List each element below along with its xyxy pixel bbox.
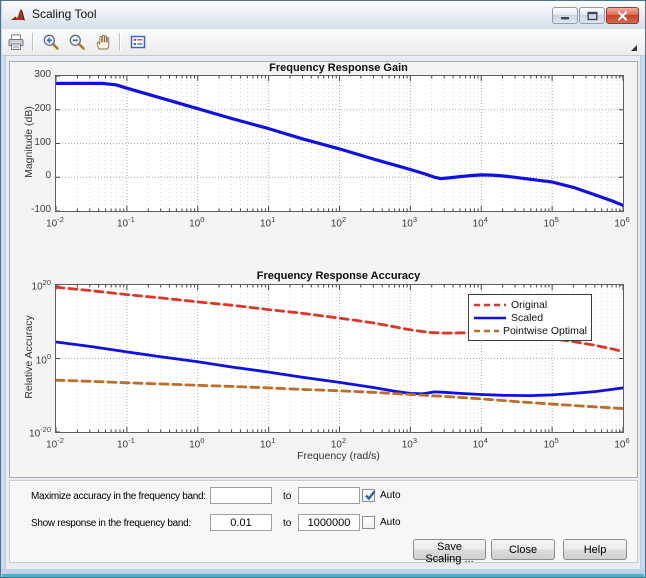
figure-panel: Frequency Response Gain Magnitude (dB) F…	[9, 61, 638, 478]
legend-line-sample	[474, 329, 499, 332]
legend[interactable]: Original Scaled Pointwise Optimal	[468, 294, 592, 341]
legend-entry: Pointwise Optimal	[473, 324, 587, 337]
insert-legend-icon	[130, 35, 146, 49]
y-tick-label: 100	[35, 351, 51, 366]
x-tick-label: 105	[543, 436, 559, 451]
x-tick-label: 101	[259, 436, 276, 451]
accuracy-plot-title: Frequency Response Accuracy	[256, 270, 421, 282]
legend-line-sample	[474, 303, 506, 306]
legend-entry: Scaled	[473, 311, 587, 324]
legend-entry-label: Scaled	[511, 311, 544, 324]
maximize-icon	[587, 11, 598, 20]
x-tick-label: 104	[472, 215, 488, 230]
y-tick-label: 0	[45, 170, 51, 182]
x-tick-label: 102	[330, 436, 347, 451]
pan-icon	[96, 34, 110, 50]
gain-plot-title: Frequency Response Gain	[269, 62, 408, 74]
x-tick-label: 10-1	[116, 215, 135, 230]
window-title: Scaling Tool	[32, 7, 97, 21]
minimize-button[interactable]	[552, 7, 578, 24]
toolbar	[2, 29, 645, 57]
accuracy-plot-axes[interactable]	[55, 284, 624, 433]
help-button[interactable]: Help	[563, 539, 627, 560]
zoom-in-button[interactable]	[39, 31, 63, 53]
x-tick-label: 104	[472, 436, 488, 451]
overflow-arrow-icon	[631, 45, 637, 51]
to-label: to	[283, 518, 292, 529]
show-band-to-input[interactable]	[298, 514, 360, 531]
x-tick-label: 106	[614, 436, 630, 451]
controls-panel: Maximize accuracy in the frequency band:…	[9, 480, 638, 565]
x-tick-label: 100	[189, 436, 205, 451]
gain-plot-axes[interactable]	[55, 75, 624, 212]
toolbar-overflow-button[interactable]	[630, 39, 638, 57]
show-band-from-input[interactable]	[210, 514, 272, 531]
x-tick-label: 105	[543, 215, 559, 230]
y-tick-label: 10-20	[29, 425, 51, 440]
zoom-in-icon	[43, 34, 59, 50]
x-tick-label: 103	[401, 215, 418, 230]
legend-entry-label: Original	[511, 298, 548, 311]
to-label: to	[283, 491, 292, 502]
maximize-button[interactable]	[579, 7, 605, 24]
zoom-out-button[interactable]	[65, 31, 89, 53]
minimize-icon	[561, 17, 569, 20]
client-area: Frequency Response Gain Magnitude (dB) F…	[5, 56, 643, 571]
maximize-auto-checkbox[interactable]	[362, 489, 376, 502]
legend-entry: Original	[473, 298, 587, 311]
maximize-band-to-input[interactable]	[298, 487, 360, 504]
window-frame-bottom	[2, 569, 644, 577]
legend-entry-label: Pointwise Optimal	[502, 324, 587, 337]
legend-line-sample	[474, 316, 506, 319]
insert-legend-button[interactable]	[126, 31, 150, 53]
toolbar-separator	[32, 33, 33, 51]
titlebar[interactable]: Scaling Tool	[2, 1, 645, 30]
matlab-app-icon	[10, 7, 26, 23]
close-icon	[617, 10, 628, 21]
print-button[interactable]	[4, 31, 28, 53]
x-tick-label: 102	[330, 215, 347, 230]
maximize-accuracy-label: Maximize accuracy in the frequency band:	[31, 491, 206, 502]
maximize-band-from-input[interactable]	[210, 487, 272, 504]
window-buttons	[551, 7, 639, 24]
check-icon	[365, 490, 376, 501]
show-auto-checkbox[interactable]	[362, 516, 375, 529]
y-tick-label: 1020	[31, 278, 51, 293]
x-tick-label: 100	[189, 215, 205, 230]
y-tick-label: 200	[34, 102, 51, 114]
window-frame-right	[640, 56, 644, 577]
show-response-label: Show response in the frequency band:	[31, 518, 191, 529]
toolbar-separator	[119, 33, 120, 51]
x-tick-label: 106	[614, 215, 630, 230]
window-frame-left	[2, 56, 6, 577]
show-auto-label: Auto	[380, 517, 401, 528]
pan-button[interactable]	[91, 31, 115, 53]
y-tick-label: 300	[34, 69, 51, 80]
y-tick-label: -100	[30, 204, 51, 215]
x-tick-label: 101	[259, 215, 276, 230]
zoom-out-icon	[69, 34, 85, 50]
x-tick-label: 10-2	[46, 436, 64, 451]
print-icon	[8, 34, 24, 50]
x-tick-label: 10-2	[46, 215, 64, 230]
save-scaling-button[interactable]: Save Scaling ...	[413, 539, 486, 565]
y-tick-label: 100	[34, 136, 51, 148]
close-button[interactable]: Close	[491, 539, 555, 560]
maximize-auto-label: Auto	[380, 490, 401, 501]
x-tick-label: 10-1	[116, 436, 135, 451]
close-button-window[interactable]	[606, 7, 639, 24]
x-tick-label: 103	[401, 436, 418, 451]
x-axis-label: Frequency (rad/s)	[297, 450, 380, 462]
